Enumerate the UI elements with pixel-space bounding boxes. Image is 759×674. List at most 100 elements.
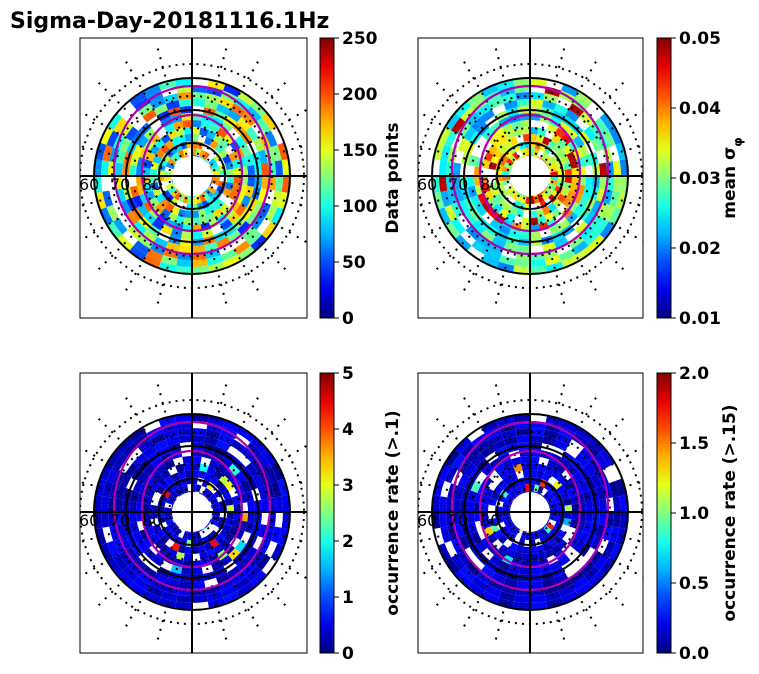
heatmap-bin (205, 429, 221, 440)
heatmap-bin (156, 463, 168, 475)
heatmap-bin (493, 529, 504, 539)
heatmap-bin (440, 190, 452, 208)
heatmap-bin (594, 218, 609, 235)
heatmap-bin (164, 507, 172, 512)
heatmap-bin (488, 578, 504, 591)
heatmap-bin (161, 153, 171, 162)
heatmap-bin (172, 120, 184, 130)
heatmap-bin (245, 106, 262, 123)
heatmap-bin (206, 481, 215, 491)
dotted-meridian (433, 190, 516, 273)
heatmap-bin (137, 540, 150, 553)
heatmap-bin (508, 490, 517, 499)
heatmap-bin (546, 158, 555, 166)
heatmap-bin (226, 512, 234, 520)
dotted-meridian (202, 530, 261, 630)
heatmap-bin (509, 542, 519, 552)
heatmap-bin (608, 207, 623, 225)
dotted-meridian (418, 144, 510, 172)
heatmap-bin (481, 254, 499, 269)
heatmap-bin (467, 176, 475, 187)
dotted-meridian (80, 516, 172, 544)
heatmap-bin (490, 523, 500, 533)
dotted-meridian (461, 58, 520, 158)
heatmap-bin (218, 149, 229, 159)
heatmap-bin (515, 208, 524, 218)
heatmap-bin (490, 155, 500, 165)
heatmap-bin (454, 485, 465, 500)
heatmap-bin (508, 189, 517, 198)
heatmap-bin (521, 217, 530, 225)
heatmap-bin (530, 99, 544, 108)
heatmap-bin (178, 580, 192, 589)
colorbar-tick-label: 0.01 (679, 309, 721, 329)
heatmap-bin (556, 538, 568, 550)
heatmap-bin (537, 485, 544, 494)
heatmap-bin (178, 99, 192, 108)
heatmap-bin (451, 117, 466, 134)
heatmap-bin (510, 456, 522, 466)
heatmap-bin (530, 265, 548, 274)
heatmap-bin (588, 214, 603, 230)
heatmap-bin (231, 495, 241, 505)
heatmap-bin (192, 231, 203, 239)
heatmap-bin (552, 143, 563, 154)
dotted-meridian (544, 190, 627, 273)
heatmap-bin (223, 83, 241, 98)
colorbar-tick-label: 200 (342, 85, 378, 105)
heatmap-bin (133, 576, 150, 591)
heatmap-bin (264, 466, 278, 484)
colorbar-tick-label: 0.05 (679, 29, 721, 49)
heatmap-bin (256, 554, 271, 571)
heatmap-bin (612, 512, 621, 528)
heatmap-bin (165, 498, 174, 505)
heatmap-bin (493, 193, 504, 203)
heatmap-bin (543, 189, 552, 198)
heatmap-bin (556, 529, 567, 539)
dotted-meridian (206, 79, 289, 162)
heatmap-bin (509, 206, 519, 216)
heatmap-bin (488, 242, 504, 255)
heatmap-bin (167, 212, 178, 223)
heatmap-bin (245, 565, 262, 582)
dotted-meridian (461, 194, 520, 294)
heatmap-bin (583, 229, 600, 246)
heatmap-bin (208, 494, 217, 502)
heatmap-bin (537, 127, 547, 137)
heatmap-bin (544, 465, 555, 476)
heatmap-bin (187, 532, 192, 540)
heatmap-bin (192, 580, 206, 589)
heatmap-bin (223, 419, 241, 434)
heatmap-bin (94, 176, 103, 194)
colorbar-tick-label: 100 (342, 197, 378, 217)
heatmap-bin (116, 485, 127, 500)
heatmap-bin (551, 526, 561, 535)
colorbar (319, 372, 335, 654)
heatmap-bin (564, 512, 572, 520)
heatmap-bin (212, 507, 220, 512)
heatmap-bin (440, 144, 452, 162)
colorbar (656, 37, 672, 319)
colorbar-label: mean σφ (720, 137, 745, 218)
heatmap-bin (564, 168, 572, 176)
heatmap-bin (252, 199, 265, 215)
heatmap-bin (543, 490, 552, 499)
heatmap-bin (198, 470, 207, 480)
heatmap-bin (142, 445, 157, 459)
heatmap-bin (270, 480, 282, 498)
heatmap-bin (153, 236, 169, 249)
heatmap-bin (483, 151, 494, 162)
heatmap-bin (547, 538, 557, 549)
heatmap-bin (178, 194, 185, 203)
heatmap-bin (519, 567, 530, 575)
heatmap-bin (553, 236, 569, 249)
heatmap-bin (440, 526, 452, 544)
heatmap-bin (444, 130, 458, 148)
heatmap-bin (453, 176, 462, 190)
heatmap-bin (463, 462, 477, 477)
heatmap-bin (445, 557, 461, 575)
dotted-meridian (156, 45, 188, 156)
heatmap-bin (106, 204, 120, 222)
heatmap-bin (165, 183, 174, 190)
heatmap-bin (525, 196, 530, 204)
